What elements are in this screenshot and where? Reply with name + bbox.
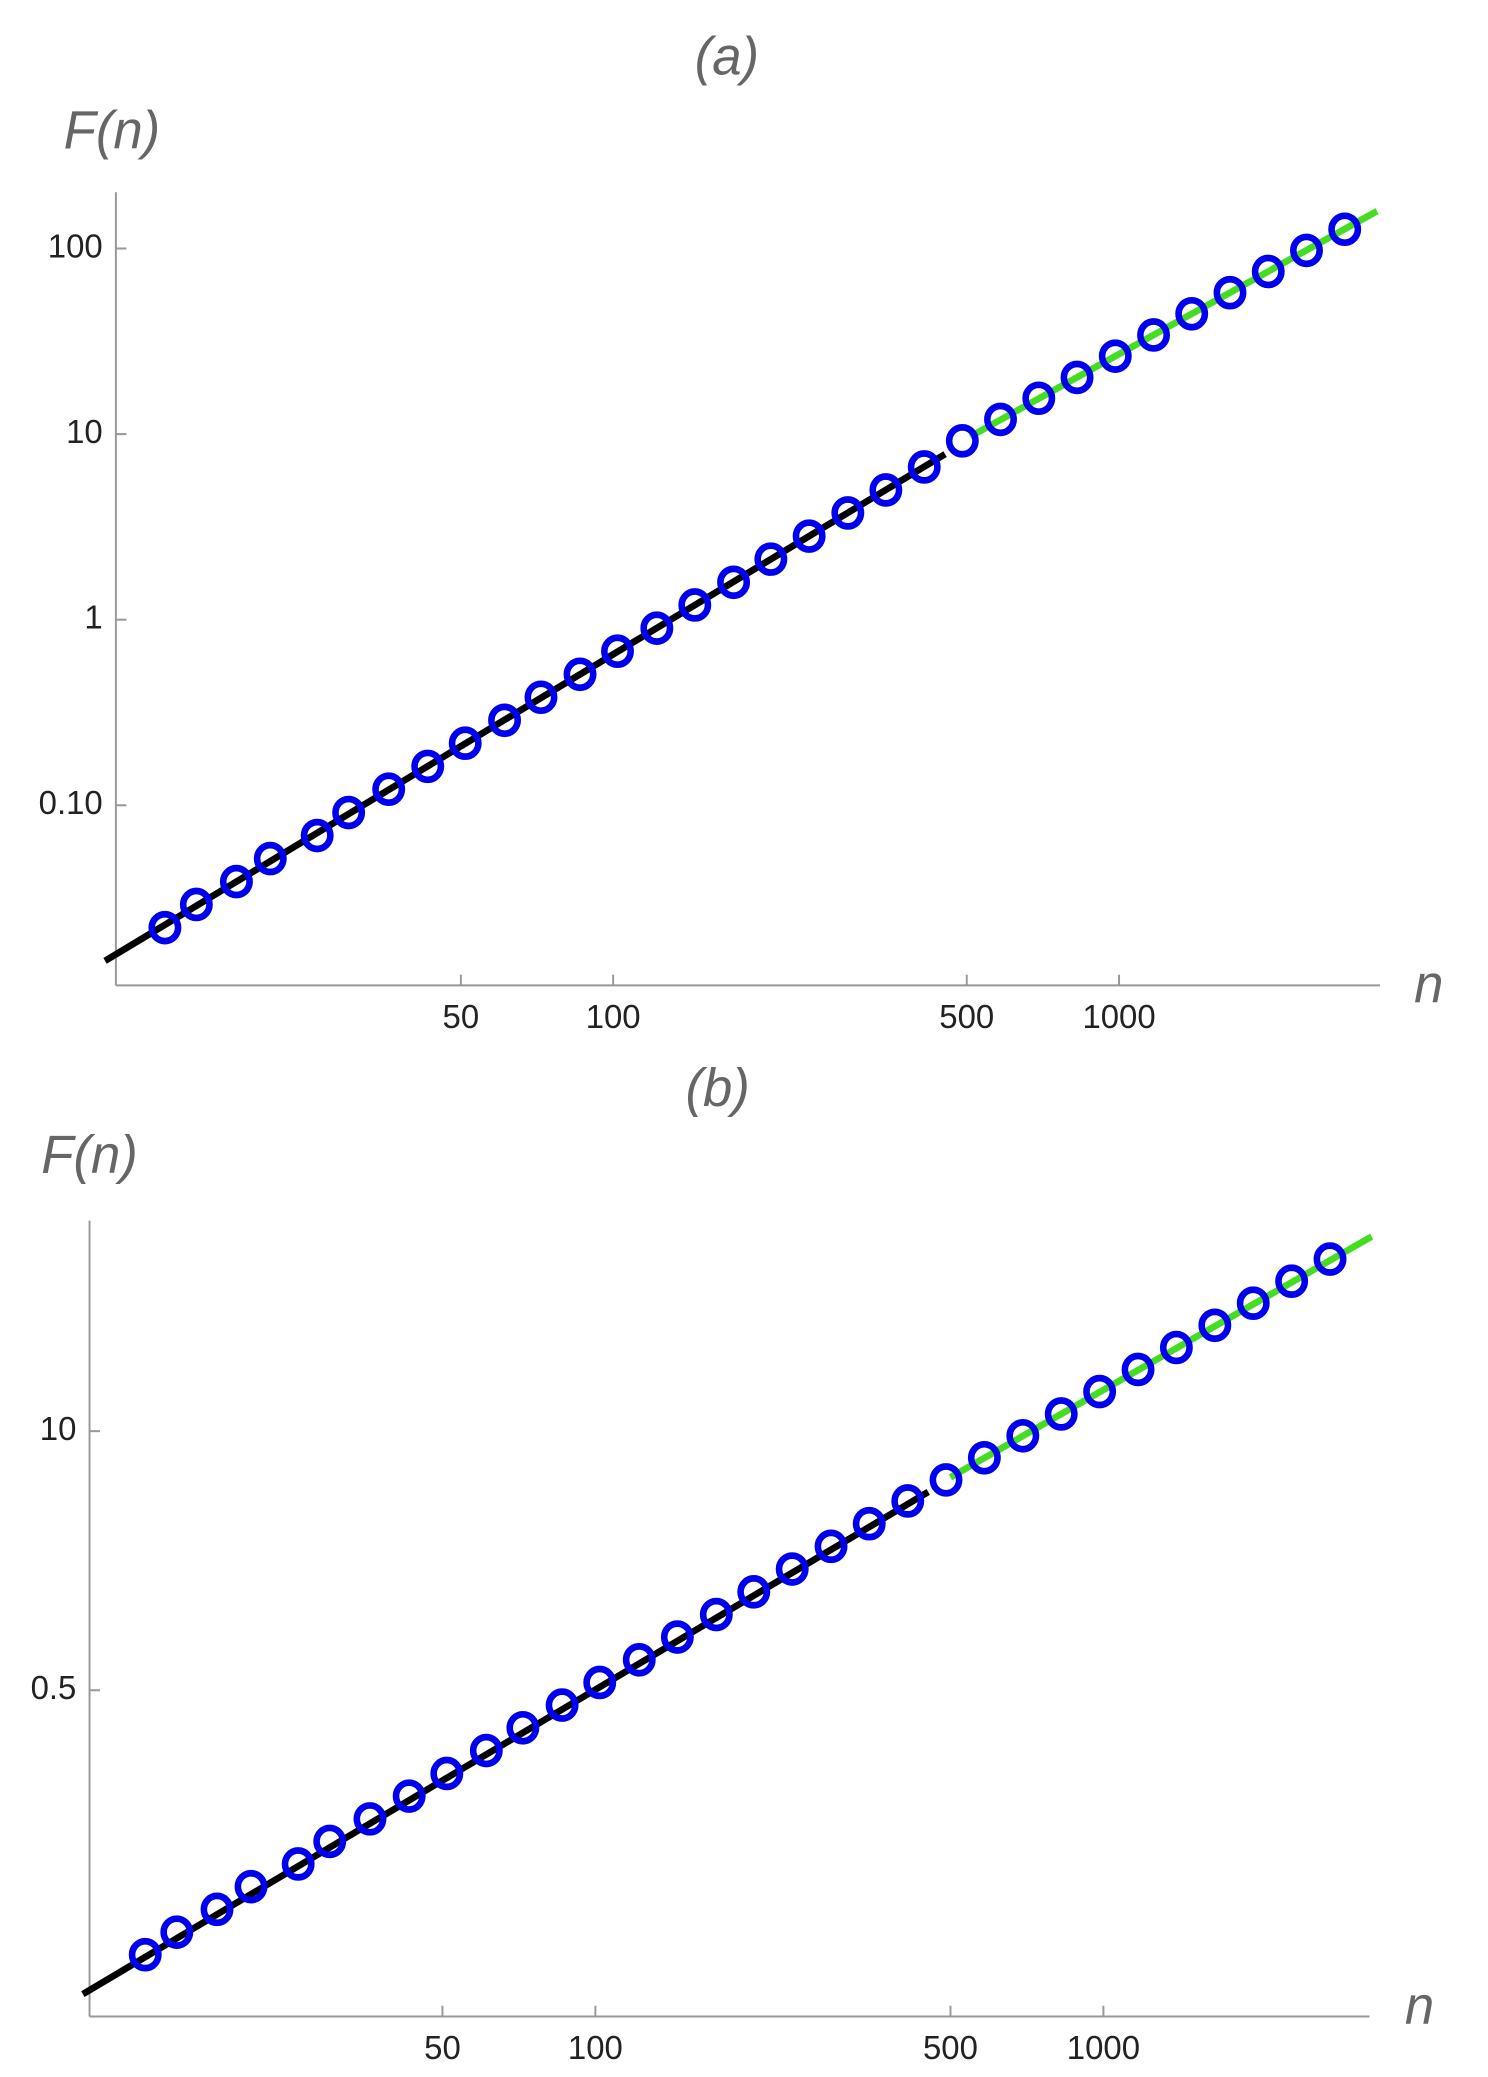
data-point (1060, 360, 1094, 395)
data-point (219, 864, 253, 899)
x-tick-label: 100 (586, 999, 641, 1036)
x-tick-label: 500 (939, 999, 994, 1036)
data-point (929, 1463, 963, 1497)
data-point (179, 887, 213, 922)
fit-line (81, 1489, 930, 1998)
chart-title: (a) (695, 27, 759, 87)
data-point (1275, 1264, 1309, 1299)
data-point (660, 1620, 694, 1654)
y-tick-label: 0.10 (39, 785, 103, 822)
data-point (148, 910, 182, 945)
data-point (448, 726, 482, 761)
data-point (1022, 381, 1056, 416)
y-axis-label: F(n) (41, 1126, 138, 1186)
data-point (717, 565, 751, 600)
data-point (1328, 212, 1362, 247)
data-point (1313, 1242, 1347, 1276)
data-point (281, 1847, 315, 1881)
fit-line (968, 208, 1379, 440)
data-point (488, 703, 522, 738)
data-point (967, 1440, 1001, 1475)
data-point (1098, 339, 1132, 373)
data-point (372, 772, 406, 807)
data-point (775, 1552, 809, 1586)
data-point (430, 1756, 464, 1791)
x-tick-label: 500 (923, 2030, 978, 2067)
data-point (754, 542, 788, 576)
data-point (1198, 1308, 1232, 1343)
data-point (984, 402, 1017, 437)
data-point (234, 1869, 268, 1904)
data-point (640, 611, 674, 645)
data-point (907, 450, 941, 484)
data-point (1236, 1286, 1270, 1320)
data-point (601, 634, 634, 669)
data-point (1213, 275, 1247, 310)
data-point (622, 1642, 656, 1677)
data-point (469, 1733, 503, 1768)
x-axis-label: n (1414, 955, 1443, 1015)
data-point (353, 1802, 387, 1836)
data-point (699, 1597, 733, 1632)
data-point (253, 841, 287, 876)
y-axis-label: F(n) (64, 101, 161, 161)
data-point (1175, 296, 1209, 331)
data-point (831, 496, 865, 530)
data-point (869, 473, 903, 507)
y-tick-label: 1 (84, 599, 102, 636)
x-tick-label: 100 (568, 2030, 623, 2067)
x-tick-label: 50 (424, 2030, 461, 2067)
data-point (200, 1892, 234, 1927)
x-tick-label: 50 (443, 999, 480, 1036)
y-tick-label: 0.5 (31, 1670, 77, 1707)
data-point (583, 1665, 617, 1700)
data-point (1044, 1397, 1078, 1431)
data-point (506, 1710, 540, 1745)
data-point (128, 1937, 162, 1972)
y-tick-label: 100 (48, 228, 103, 265)
data-point (891, 1484, 925, 1518)
data-point (1121, 1352, 1155, 1387)
y-tick-label: 10 (66, 414, 103, 451)
data-point (737, 1575, 771, 1609)
data-point (1159, 1330, 1193, 1365)
data-point (1290, 233, 1323, 268)
data-point (411, 749, 445, 784)
chart-title: (b) (685, 1058, 749, 1118)
data-point (160, 1915, 194, 1949)
data-point (300, 818, 334, 853)
data-point (524, 680, 558, 715)
x-tick-label: 1000 (1067, 2030, 1140, 2067)
data-point (945, 424, 979, 458)
y-tick-label: 10 (40, 1411, 77, 1448)
x-tick-label: 1000 (1082, 999, 1155, 1036)
data-point (792, 519, 826, 553)
data-point (814, 1529, 848, 1564)
data-point (313, 1824, 347, 1859)
data-point (545, 1688, 579, 1722)
data-point (392, 1779, 426, 1813)
data-point (1137, 318, 1170, 352)
data-point (1251, 254, 1285, 289)
data-point (332, 795, 366, 830)
data-point (852, 1506, 886, 1541)
data-point (563, 657, 597, 692)
data-point (1006, 1418, 1040, 1453)
data-point (1083, 1374, 1117, 1409)
x-axis-label: n (1405, 1977, 1434, 2037)
data-point (678, 588, 712, 622)
